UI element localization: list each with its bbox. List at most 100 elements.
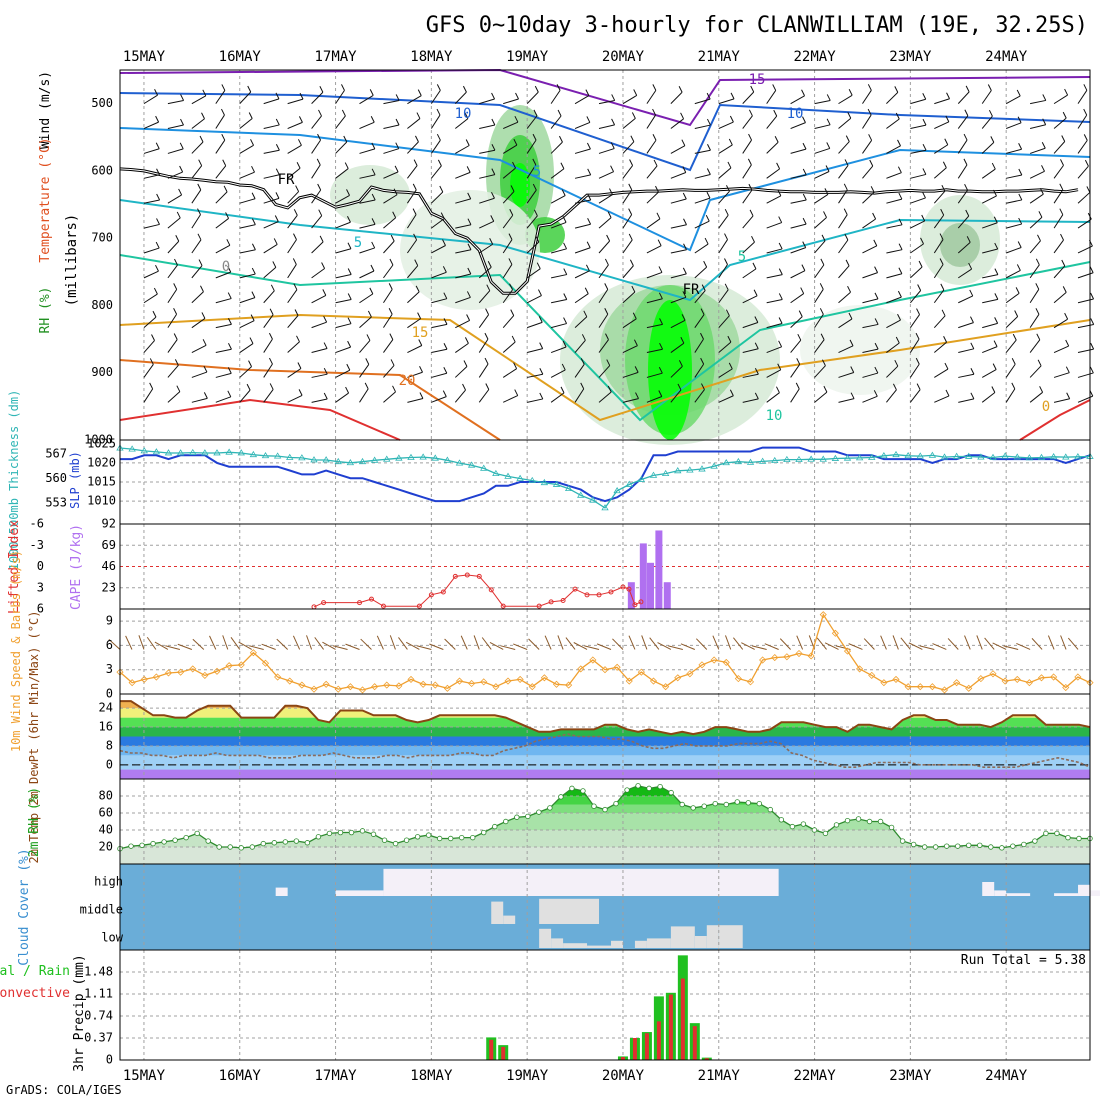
thickness-marker: [686, 466, 694, 473]
wind-barb: [314, 637, 324, 650]
wind-barb: [892, 635, 899, 650]
upper-wind-barb: [598, 148, 615, 154]
wind-speed-marker: [686, 670, 694, 678]
upper-wind-barb-flag: [178, 188, 183, 196]
thickness-marker: [601, 504, 609, 511]
upper-wind-barb-flag: [777, 363, 782, 370]
upper-wind-barb: [1029, 365, 1042, 378]
upper-wind-barb-flag: [1015, 287, 1020, 294]
upper-wind-barb-flag: [221, 108, 225, 116]
tick-label: 567: [45, 447, 67, 461]
upper-wind-barb-flag: [777, 189, 782, 196]
upper-wind-barb: [383, 339, 394, 353]
upper-wind-barb-flag: [706, 118, 711, 126]
upper-wind-barb-flag: [395, 118, 400, 126]
wind-barb: [108, 638, 121, 650]
upper-wind-barb: [502, 315, 515, 328]
upper-wind-barb: [263, 98, 280, 105]
upper-wind-barb: [670, 273, 687, 279]
upper-wind-barb-flag: [1065, 366, 1070, 373]
upper-wind-barb-flag: [295, 185, 300, 192]
upper-wind-barb: [335, 369, 351, 378]
upper-wind-barb-flag: [273, 238, 278, 245]
wind-speed-marker: [540, 674, 548, 682]
upper-wind-barb-flag: [897, 139, 901, 147]
wind-barb: [612, 638, 624, 650]
upper-wind-barb: [430, 165, 442, 179]
wind-barb: [984, 637, 995, 650]
upper-wind-barb-flag: [823, 211, 827, 218]
upper-wind-barb: [694, 243, 709, 254]
wind-speed-marker: [140, 675, 148, 683]
upper-wind-barb: [694, 290, 706, 304]
upper-wind-barb-flag: [436, 84, 441, 91]
upper-wind-barb-flag: [916, 383, 921, 390]
upper-wind-barb-flag: [586, 241, 591, 249]
date-label: 22MAY: [793, 49, 836, 65]
upper-wind-barb-flag: [173, 283, 178, 290]
thickness-marker: [661, 469, 670, 476]
upper-wind-barb-flag: [994, 293, 999, 300]
upper-wind-barb: [790, 174, 807, 179]
upper-wind-barb: [742, 268, 757, 279]
upper-wind-barb: [239, 366, 252, 378]
upper-wind-barb: [790, 270, 806, 279]
thickness-marker: [298, 454, 306, 461]
thickness-marker: [795, 455, 803, 462]
upper-wind-barb-flag: [1016, 264, 1021, 271]
upper-wind-barb-flag: [1035, 258, 1040, 266]
upper-wind-barb-flag: [249, 337, 254, 344]
upper-wind-barb: [886, 172, 902, 179]
upper-wind-barb: [646, 396, 662, 403]
rh-contour-area: [330, 165, 410, 225]
upper-wind-barb: [431, 218, 445, 229]
thickness-marker: [261, 451, 270, 459]
upper-wind-barb-flag: [341, 109, 346, 117]
upper-wind-barb: [718, 368, 733, 378]
upper-wind-barb-flag: [415, 285, 420, 293]
upper-wind-barb-flag: [322, 289, 327, 296]
contour-label: 15: [412, 325, 429, 341]
wind-speed-marker: [601, 666, 609, 674]
upper-wind-barb: [335, 221, 351, 229]
upper-wind-barb: [455, 249, 472, 254]
upper-wind-barb-flag: [748, 133, 753, 141]
wind-barb: [1047, 635, 1055, 650]
upper-wind-barb: [934, 368, 949, 378]
rh-marker: [481, 829, 487, 836]
upper-wind-barb-flag: [390, 234, 395, 242]
upper-wind-barb-flag: [1089, 266, 1094, 273]
upper-wind-barb: [359, 199, 376, 204]
temperature-band: [120, 708, 1090, 718]
upper-wind-barb: [670, 91, 683, 104]
upper-wind-barb: [958, 373, 975, 378]
upper-wind-barb: [766, 322, 783, 329]
thickness-marker: [710, 462, 718, 469]
upper-wind-barb-flag: [179, 165, 184, 173]
wind-barb: [919, 645, 935, 650]
upper-wind-barb: [934, 98, 950, 105]
upper-wind-barb: [167, 217, 181, 229]
upper-wind-barb: [886, 224, 903, 229]
upper-wind-barb: [862, 272, 878, 279]
upper-wind-barb-flag: [275, 92, 280, 100]
upper-wind-barb: [718, 98, 735, 105]
upper-wind-barb-flag: [826, 118, 831, 126]
upper-wind-barb-flag: [414, 259, 419, 266]
upper-wind-barb-flag: [821, 359, 826, 366]
upper-wind-barb-flag: [897, 166, 902, 173]
lifted-index-marker: [476, 573, 482, 579]
upper-wind-barb-flag: [658, 292, 663, 300]
upper-wind-barb: [383, 365, 395, 378]
upper-wind-barb: [1053, 214, 1064, 229]
upper-wind-barb-flag: [489, 238, 494, 245]
upper-wind-barb: [766, 248, 783, 254]
rh-marker: [1043, 830, 1049, 837]
temperature-band: [120, 745, 1090, 756]
upper-wind-barb: [670, 365, 683, 378]
upper-wind-barb: [167, 240, 180, 254]
upper-wind-barb-flag: [825, 165, 830, 172]
upper-wind-barb-flag: [346, 189, 350, 196]
